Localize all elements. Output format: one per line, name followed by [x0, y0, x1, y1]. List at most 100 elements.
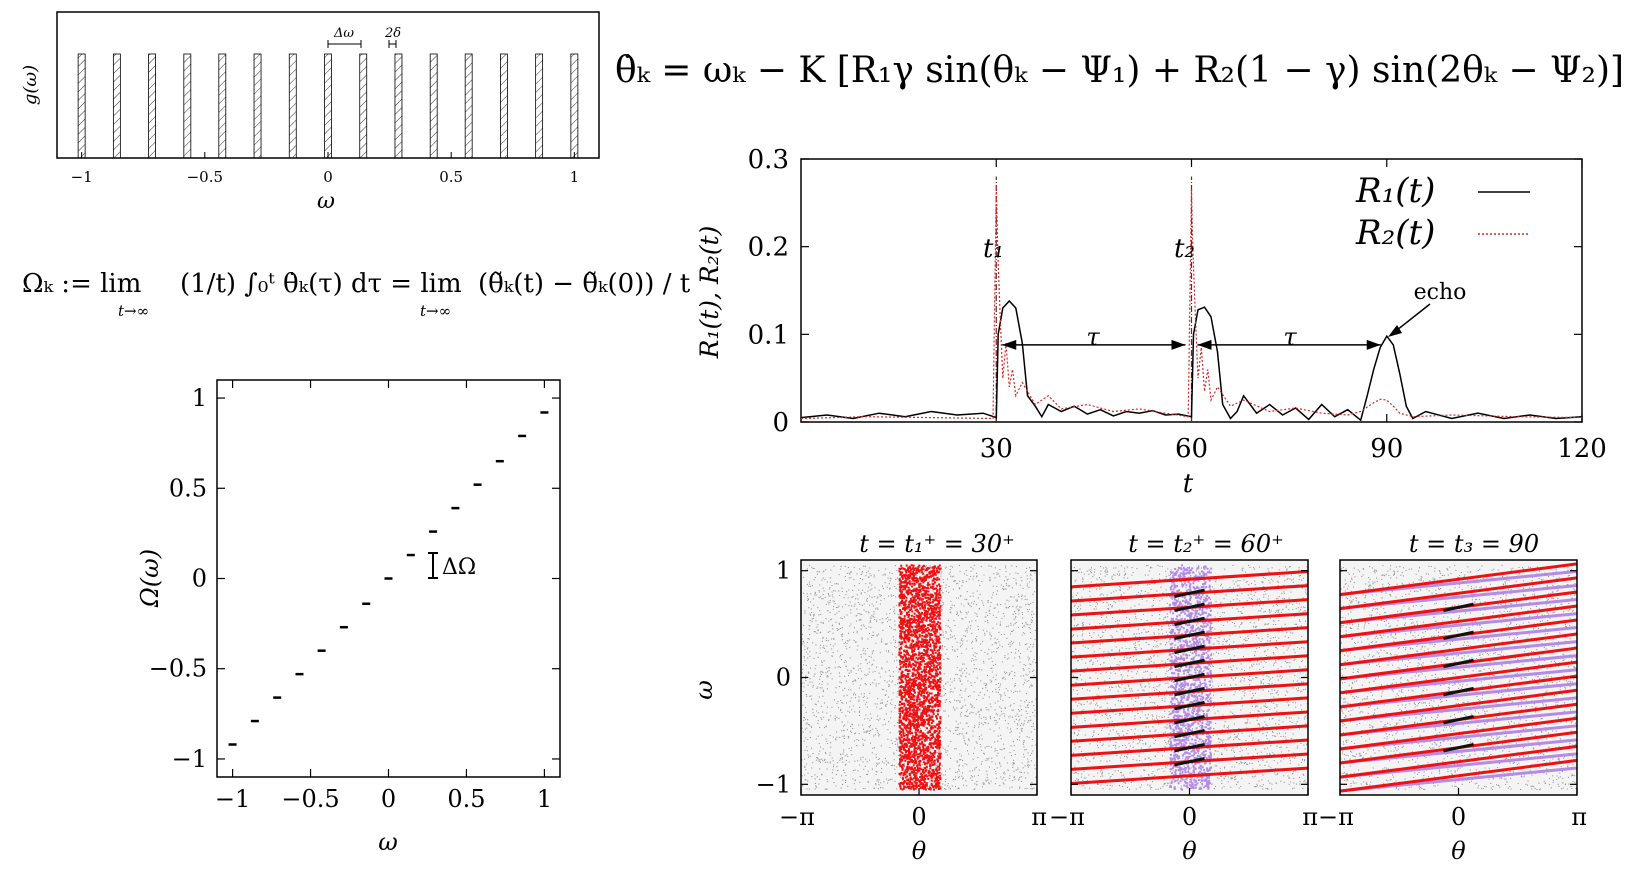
- snapshot-black-segment-2-2: [1443, 742, 1474, 753]
- snapshot-ylabel: ω: [690, 680, 718, 700]
- tau-arrowhead-right-1: [1366, 339, 1381, 350]
- snapshot-black-segment-1-3: [1174, 728, 1205, 739]
- Omega-omega-ylabel: Ω(ω): [136, 549, 164, 608]
- snapshot-panel-1: −π 0 π θ: [1049, 559, 1318, 865]
- legend-R1-label: R₁(t): [1355, 171, 1435, 211]
- snapshot-black-segment-1-8: [1174, 658, 1205, 669]
- snap-xtick-label-1-0: −π: [1049, 803, 1085, 831]
- snap-xtick-label-0-0: −π: [779, 803, 815, 831]
- g-xtick-label-4: 1: [570, 168, 580, 186]
- svg-text:Ωₖ := lim: Ωₖ := lim: [22, 269, 141, 299]
- Om-ytick-label-2: 0: [192, 565, 207, 593]
- g-omega-xlabel: ω: [317, 189, 335, 214]
- g-omega-chart: −1 −0.5 0 0.5 1 ω g(ω) Δω 2δ: [20, 11, 600, 214]
- snapshot-title-3: t = t₃ = 90: [1409, 530, 1539, 558]
- svg-text:(θ̃ₖ(t) − θ̃ₖ(0)) / t: (θ̃ₖ(t) − θ̃ₖ(0)) / t: [478, 269, 691, 299]
- svg-text:t→∞: t→∞: [420, 302, 451, 320]
- snapshot-black-segment-1-2: [1174, 742, 1205, 753]
- g-bar-0: [77, 53, 86, 159]
- R-ytick-label-1: 0.1: [748, 320, 789, 350]
- snapshot-title-2: t = t₂⁺ = 60⁺: [1128, 530, 1284, 558]
- tau-arrowhead-left-1: [1197, 339, 1212, 350]
- snapshot-black-segment-1-4: [1174, 714, 1205, 725]
- snap-xtick-label-0-1: 0: [911, 803, 926, 831]
- t1-label: t₁: [983, 234, 1004, 264]
- snapshot-red-stripe-1-14: [1070, 570, 1309, 589]
- snapshot-red-stripe-2-11: [1339, 604, 1578, 639]
- g-bar-1: [112, 53, 121, 159]
- Om-ytick-label-1: −0.5: [149, 655, 207, 683]
- R-xtick-label-0: 30: [980, 434, 1013, 464]
- tau-label-1: τ: [1086, 323, 1100, 351]
- snapshot-red-stripe-2-3: [1339, 716, 1578, 751]
- snapshot-black-segment-1-9: [1174, 644, 1205, 655]
- snapshot-black-segment-1-12: [1174, 602, 1205, 613]
- R-series-1-line: [800, 185, 1583, 420]
- R-xtick-label-3: 120: [1557, 434, 1607, 464]
- snapshot-black-segment-2-4: [1443, 714, 1474, 725]
- snap-ytick-label-2: 1: [776, 557, 791, 585]
- snapshot-red-stripe-2-5: [1339, 688, 1578, 723]
- snap-xtick-label-2-2: π: [1571, 803, 1587, 831]
- g-xtick-label-1: −0.5: [187, 168, 223, 186]
- snapshot-black-segment-1-13: [1174, 588, 1205, 598]
- two-delta-label: 2δ: [384, 26, 401, 41]
- snapshot-black-segment-1-5: [1174, 700, 1205, 711]
- tau-arrows: [1002, 339, 1381, 350]
- snap-xtick-label-1-2: π: [1302, 803, 1318, 831]
- Om-ytick-label-3: 0.5: [169, 474, 207, 502]
- svg-text:(1/t) ∫₀ᵗ θ̇ₖ(τ) dτ = lim: (1/t) ∫₀ᵗ θ̇ₖ(τ) dτ = lim: [180, 269, 462, 299]
- R-series-0-line: [800, 299, 1583, 422]
- snapshot-panel-0: −π 0 π θ −1 0 1: [756, 557, 1047, 865]
- R-time-xlabel: t: [1183, 469, 1194, 499]
- snapshot-black-segment-2-8: [1443, 658, 1474, 669]
- Om-ytick-label-0: −1: [172, 745, 207, 773]
- g-xtick-label-3: 0.5: [439, 168, 463, 186]
- g-bar-3: [183, 53, 192, 159]
- echo-label: echo: [1414, 280, 1467, 305]
- snap-xtick-label-2-0: −π: [1318, 803, 1354, 831]
- Om-xtick-label-2: 0: [381, 785, 396, 813]
- svg-text:t→∞: t→∞: [118, 302, 149, 320]
- R-ytick-label-2: 0.2: [748, 233, 789, 263]
- R-ytick-label-3: 0.3: [748, 145, 789, 175]
- R-time-ylabel: R₁(t), R₂(t): [695, 226, 724, 360]
- g-xtick-label-2: 0: [323, 168, 333, 186]
- dynamics-equation: θ̇ₖ = ωₖ − K [R₁γ sin(θₖ − Ψ₁) + R₂(1 − …: [615, 50, 1624, 91]
- Om-xtick-label-4: 1: [537, 785, 552, 813]
- g-bar-7: [324, 53, 332, 159]
- snapshot-title-1: t = t₁⁺ = 30⁺: [859, 530, 1015, 558]
- g-bar-10: [429, 53, 438, 159]
- g-bar-8: [359, 53, 368, 159]
- Om-xtick-label-1: −0.5: [281, 785, 339, 813]
- snapshot-red-stripe-2-0: [1339, 758, 1578, 793]
- snap-xtick-label-1-1: 0: [1182, 803, 1197, 831]
- snapshot-black-segment-2-12: [1443, 602, 1474, 613]
- g-bar-5: [253, 53, 262, 159]
- R-xtick-label-2: 90: [1370, 434, 1403, 464]
- snapshot-red-stripe-2-13: [1339, 576, 1578, 611]
- Om-xtick-label-0: −1: [215, 785, 250, 813]
- snap-xlabel-0: θ: [912, 837, 927, 865]
- R-time-chart: 30 60 90 120 0 0.1 0.2 0.3 t R₁(t), R₂(t) R₁(t)…: [695, 145, 1607, 499]
- g-bar-6: [288, 53, 297, 159]
- g-bar-14: [570, 53, 579, 159]
- g-bar-4: [218, 53, 227, 159]
- snapshot-red-stripe-1-0: [1070, 766, 1309, 785]
- g-bar-11: [464, 53, 473, 159]
- t2-label: t₂: [1174, 234, 1195, 264]
- omega-definition-equation: Ωₖ := lim t→∞ (1/t) ∫₀ᵗ θ̇ₖ(τ) dτ = lim …: [22, 269, 691, 320]
- tau-arrowhead-left-0: [1002, 339, 1017, 350]
- snapshot-black-segment-1-10: [1174, 630, 1205, 641]
- R-ytick-label-0: 0: [772, 408, 789, 438]
- tau-label-2: τ: [1283, 323, 1297, 351]
- Om-xtick-label-3: 0.5: [447, 785, 485, 813]
- snap-xlabel-1: θ: [1182, 837, 1197, 865]
- snapshot-red-stripe-2-14: [1339, 562, 1578, 597]
- snap-xtick-label-0-2: π: [1031, 803, 1047, 831]
- snapshot-black-segment-1-1: [1174, 757, 1205, 767]
- snap-ytick-label-0: −1: [756, 770, 791, 798]
- tau-arrowhead-right-0: [1171, 339, 1186, 350]
- snapshot-red-stripe-2-1: [1339, 744, 1578, 779]
